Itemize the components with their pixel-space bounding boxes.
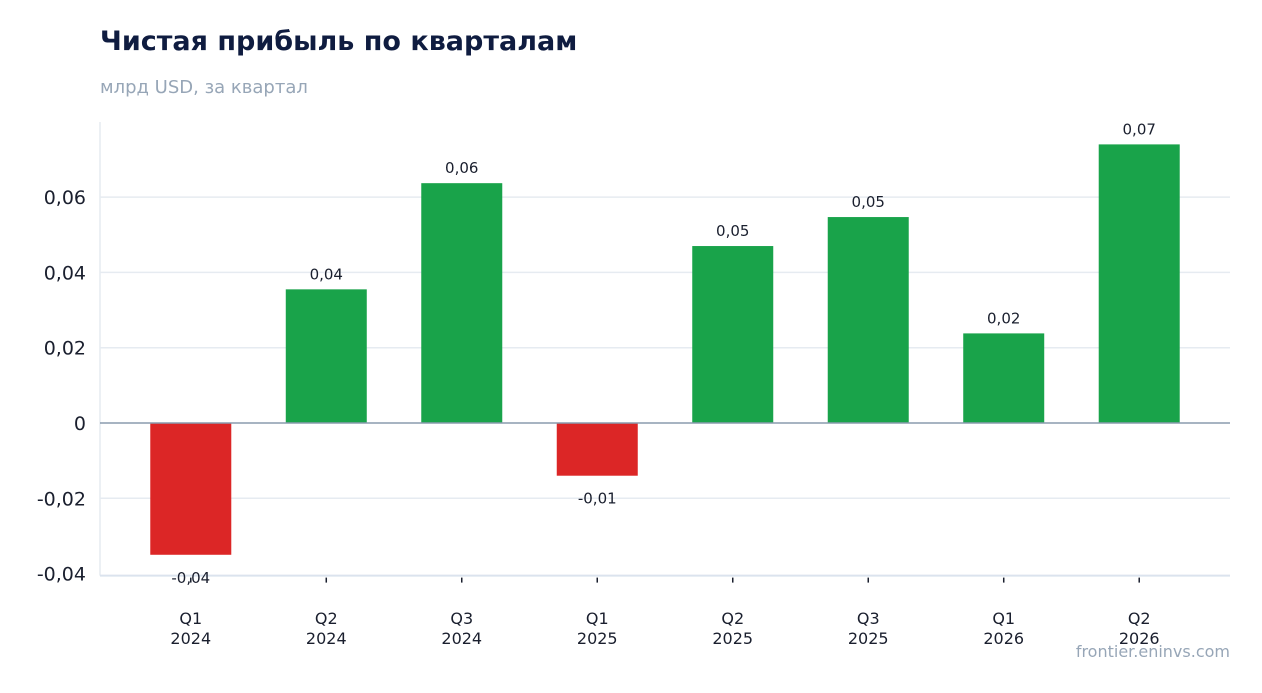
- bar: [285, 289, 367, 423]
- bar: [556, 423, 638, 476]
- y-tick-label: -0,04: [37, 564, 86, 586]
- data-label: 0,07: [1123, 120, 1156, 138]
- chart-subtitle: млрд USD, за квартал: [100, 77, 308, 98]
- y-tick-label: -0,02: [37, 488, 86, 510]
- bar: [963, 333, 1045, 423]
- x-tick-label: Q1 2024: [170, 609, 211, 648]
- y-tick-label: 0: [74, 413, 86, 435]
- data-label: 0,02: [987, 309, 1020, 327]
- data-label: -0,01: [578, 490, 617, 508]
- x-tick-label: Q1 2026: [983, 609, 1024, 648]
- y-tick-label: 0,04: [44, 262, 86, 284]
- labels: -0,04 -0,02 0 0,02 0,04 0,06 -0,04 Q1 2024 0,04 Q2…: [37, 120, 1160, 648]
- bar: [421, 183, 503, 423]
- y-tick-label: 0,02: [44, 338, 86, 360]
- x-tick-label: Q2 2025: [712, 609, 753, 648]
- data-label: 0,06: [445, 159, 478, 177]
- x-tick-label: Q2 2024: [306, 609, 347, 648]
- x-tick-label: Q2 2026: [1119, 609, 1160, 648]
- bar: [1098, 144, 1180, 423]
- data-label: 0,05: [716, 222, 749, 240]
- source-credit: frontier.eninvs.com: [1075, 642, 1230, 661]
- x-tick-label: Q3 2024: [441, 609, 482, 648]
- data-label: -0,04: [171, 569, 210, 587]
- x-tick-label: Q3 2025: [848, 609, 889, 648]
- grid-lines: [100, 196, 1230, 500]
- bar: [692, 246, 774, 423]
- y-tick-label: 0,06: [44, 187, 86, 209]
- data-label: 0,05: [852, 193, 885, 211]
- bar: [150, 423, 232, 555]
- bar: [827, 217, 909, 423]
- chart-title: Чистая прибыль по кварталам: [100, 26, 578, 57]
- bars: [150, 144, 1180, 555]
- x-tick-label: Q1 2025: [577, 609, 618, 648]
- axes: [99, 122, 1230, 583]
- data-label: 0,04: [310, 265, 343, 283]
